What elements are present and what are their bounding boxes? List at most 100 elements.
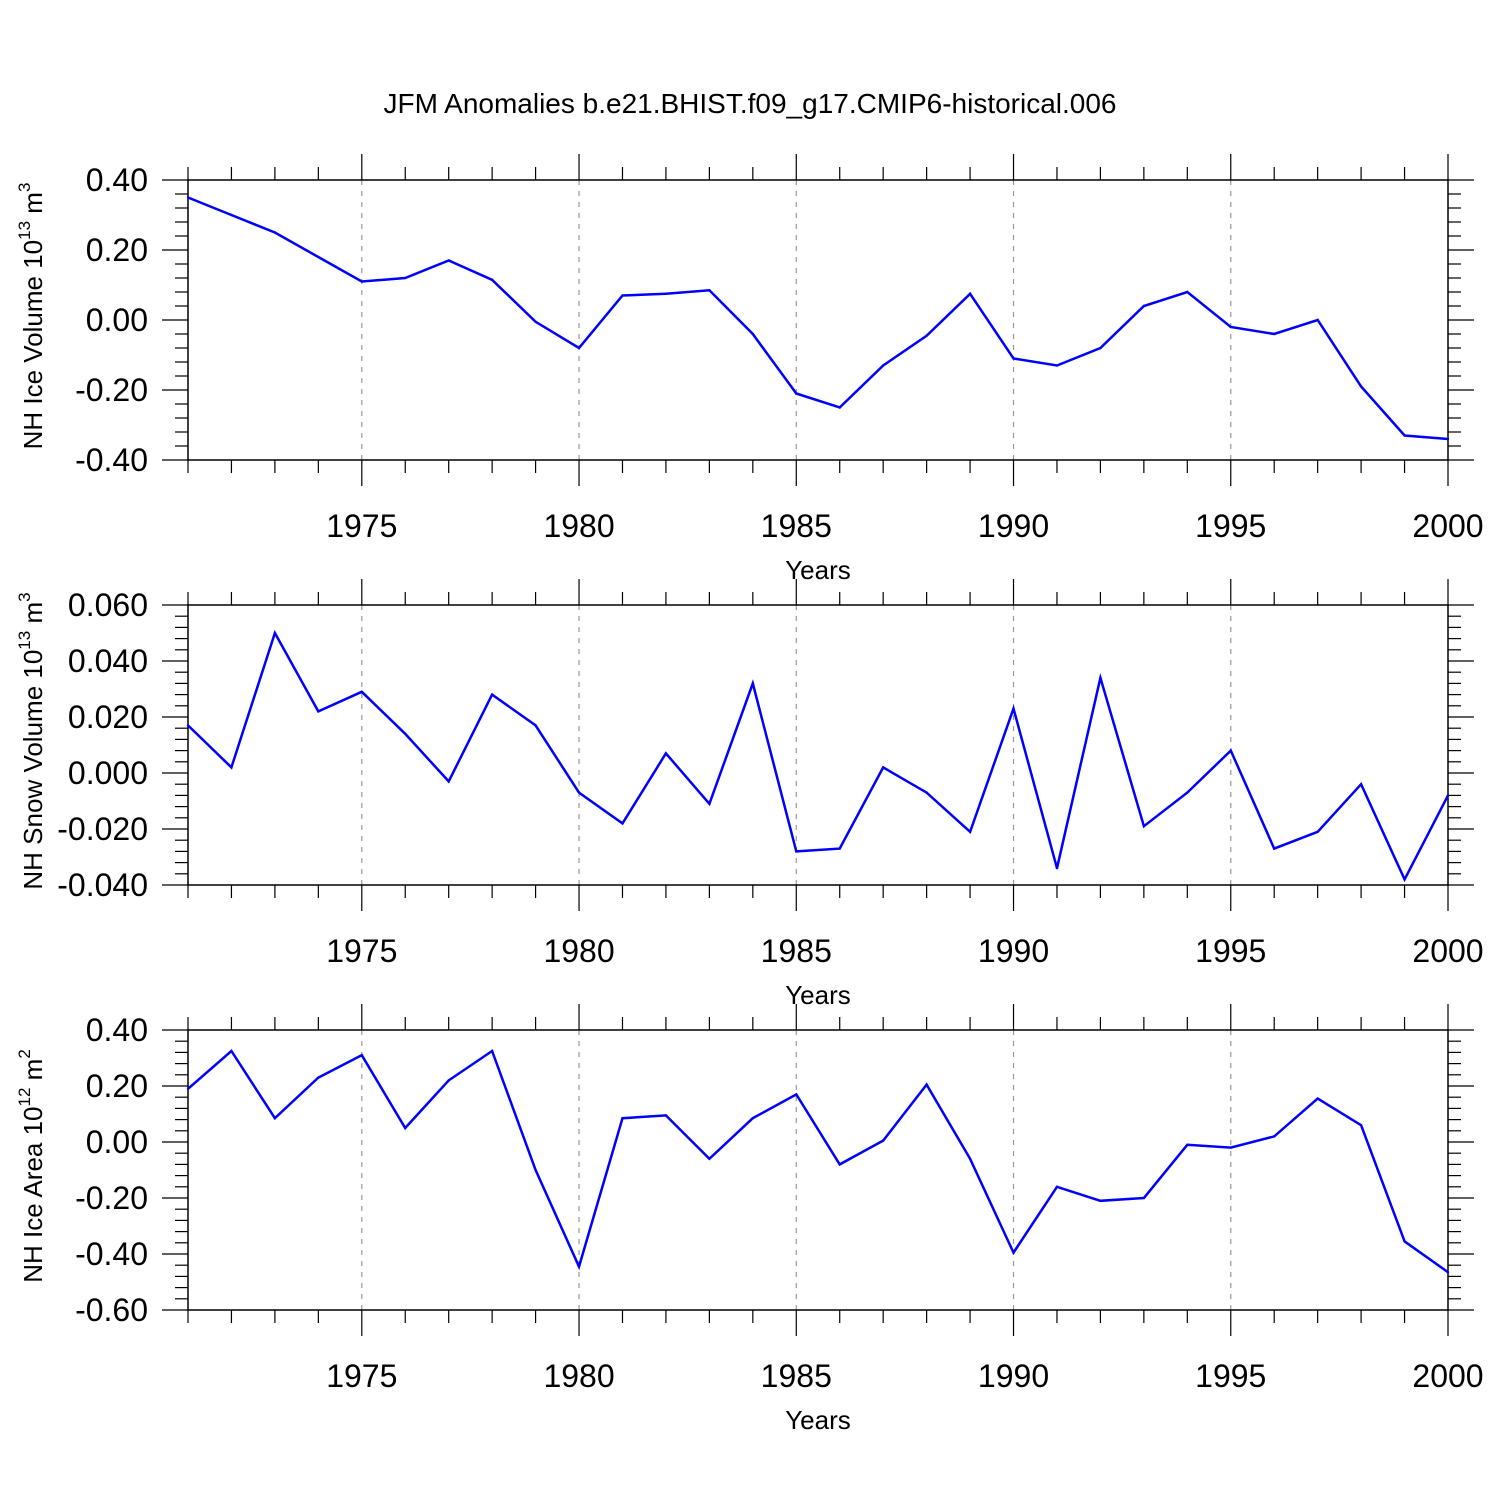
data-point	[968, 830, 972, 833]
data-point	[838, 847, 841, 850]
data-point	[925, 791, 928, 794]
data-point	[621, 294, 624, 297]
data-point	[534, 724, 537, 727]
data-point	[490, 1049, 494, 1053]
data-point	[317, 1076, 320, 1079]
y-tick-label: 0.20	[86, 1068, 148, 1104]
y-axis-title: NH Ice Volume 1013 m3	[15, 183, 48, 450]
data-point	[1099, 676, 1102, 679]
data-point	[490, 278, 494, 281]
data-point	[534, 320, 537, 323]
data-point	[404, 732, 407, 735]
y-tick-label: -0.20	[75, 1180, 148, 1216]
data-point	[273, 1117, 277, 1120]
y-tick-label: -0.20	[75, 372, 148, 408]
x-tick-label: 1990	[978, 508, 1049, 544]
panel-1: 1975 1980 1985 1990 1995 2000 -0.40 -0.20 0.00 0.…	[15, 154, 1484, 585]
y-tick-label: 0.060	[68, 587, 148, 623]
data-point	[273, 631, 277, 635]
series-line	[187, 196, 1449, 441]
data-point	[925, 334, 928, 337]
data-point	[360, 1054, 363, 1057]
data-point	[621, 1117, 624, 1120]
data-point	[708, 802, 711, 805]
data-point	[1316, 318, 1319, 322]
y-tick-label: 0.020	[68, 699, 148, 735]
x-tick-label: 1975	[326, 508, 397, 544]
data-point	[1316, 830, 1319, 833]
data-point	[838, 406, 841, 409]
data-point	[968, 1157, 972, 1161]
data-point	[1229, 325, 1232, 329]
data-point	[1359, 1124, 1363, 1127]
data-point	[1012, 707, 1015, 710]
x-tick-label: 1990	[978, 933, 1049, 969]
data-point	[795, 850, 798, 853]
data-point	[230, 1049, 233, 1053]
chart-title: JFM Anomalies b.e21.BHIST.f09_g17.CMIP6-…	[383, 88, 1117, 119]
x-axis-title: Years	[785, 1405, 851, 1435]
panel-2: 1975 1980 1985 1990 1995 2000 -0.040 -0.020 0.00…	[15, 579, 1484, 1010]
y-tick-label: -0.40	[75, 1236, 148, 1272]
data-point	[273, 231, 277, 234]
x-axis-title: Years	[785, 980, 851, 1010]
data-point	[1229, 1146, 1232, 1149]
data-point	[881, 766, 885, 769]
x-tick-label: 1980	[543, 933, 614, 969]
data-point	[1186, 1143, 1189, 1147]
data-point	[795, 1093, 798, 1096]
x-tick-label: 1980	[543, 1358, 614, 1394]
data-point	[1316, 1097, 1319, 1100]
data-point	[186, 196, 190, 199]
data-point	[795, 392, 798, 395]
data-point	[1446, 794, 1450, 797]
plot-frame	[187, 1029, 1449, 1311]
data-point	[664, 1114, 668, 1117]
data-point	[664, 752, 668, 755]
data-point	[1229, 749, 1232, 752]
data-point	[360, 280, 363, 283]
data-point	[186, 1087, 190, 1091]
x-tick-label: 1995	[1195, 933, 1266, 969]
data-point	[404, 276, 407, 280]
data-point	[577, 1265, 581, 1268]
data-point	[1273, 1135, 1276, 1138]
data-point	[404, 1126, 407, 1130]
data-point	[186, 724, 190, 727]
plot-frame	[187, 604, 1449, 886]
series-line	[187, 1049, 1449, 1274]
data-point	[1446, 1271, 1450, 1274]
y-tick-label: -0.020	[57, 811, 148, 847]
data-point	[230, 213, 233, 217]
data-point	[1142, 825, 1146, 828]
y-tick-label: 0.40	[86, 162, 148, 198]
data-point	[447, 1079, 450, 1082]
data-point	[751, 1117, 755, 1120]
data-point	[621, 822, 624, 825]
y-axis-title: NH Snow Volume 1013 m3	[15, 592, 48, 889]
data-point	[1186, 290, 1189, 294]
x-axis-title: Years	[785, 555, 851, 585]
y-tick-label: 0.000	[68, 755, 148, 791]
data-point	[360, 690, 363, 693]
data-point	[664, 292, 668, 295]
x-tick-label: 2000	[1412, 1358, 1483, 1394]
x-tick-label: 1980	[543, 508, 614, 544]
plot-frame	[187, 179, 1449, 461]
data-point	[490, 693, 494, 696]
data-point	[1055, 364, 1059, 367]
data-point	[1012, 1251, 1015, 1254]
panel-3: 1975 1980 1985 1990 1995 2000 -0.60 -0.40 -0.20 0…	[15, 1004, 1484, 1435]
data-point	[1012, 357, 1015, 360]
x-tick-label: 1995	[1195, 1358, 1266, 1394]
data-point	[230, 766, 233, 769]
x-tick-label: 1990	[978, 1358, 1049, 1394]
data-point	[317, 255, 320, 259]
x-tick-label: 1985	[761, 508, 832, 544]
y-tick-label: 0.00	[86, 302, 148, 338]
data-point	[1403, 434, 1406, 437]
x-tick-label: 1985	[761, 933, 832, 969]
data-point	[534, 1168, 537, 1172]
data-point	[447, 780, 450, 783]
